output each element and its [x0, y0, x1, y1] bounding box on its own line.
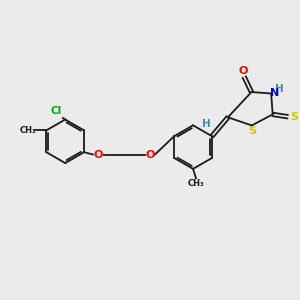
Text: CH₃: CH₃ [188, 179, 204, 188]
Text: H: H [275, 84, 284, 94]
Text: O: O [238, 66, 247, 76]
Text: S: S [248, 126, 256, 136]
Text: Cl: Cl [50, 106, 62, 116]
Text: N: N [270, 88, 280, 98]
Text: O: O [146, 149, 155, 160]
Text: CH₃: CH₃ [20, 126, 37, 135]
Text: H: H [202, 119, 211, 129]
Text: S: S [290, 112, 298, 122]
Text: O: O [93, 149, 102, 160]
